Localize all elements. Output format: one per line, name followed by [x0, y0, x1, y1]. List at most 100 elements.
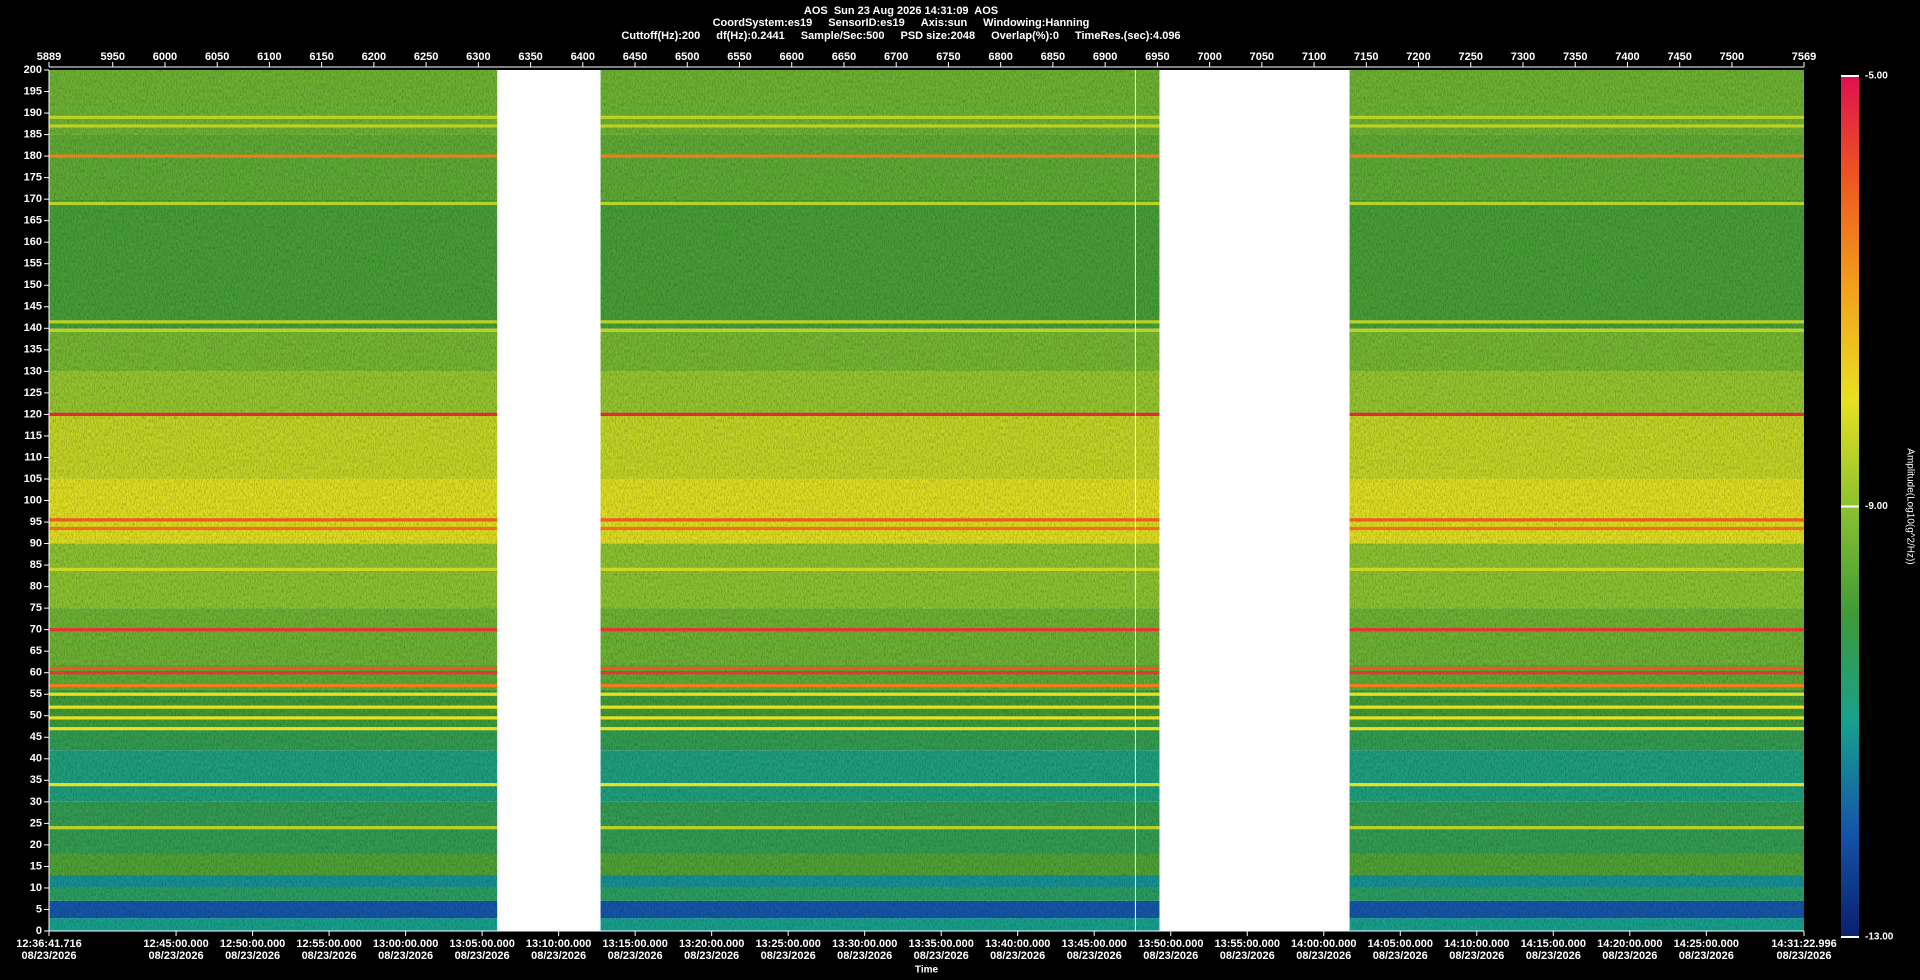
- x-tick-label: 7350: [1563, 51, 1587, 63]
- spectral-line: [49, 666, 498, 670]
- time-tick-date: 08/23/2026: [455, 950, 510, 962]
- time-tick-date: 08/23/2026: [837, 950, 892, 962]
- spectral-line: [600, 692, 1160, 696]
- y-tick-label: 65: [30, 645, 42, 657]
- time-tick-label: 12:36:41.716: [16, 938, 81, 950]
- spectral-line: [600, 526, 1160, 531]
- spectral-line: [49, 716, 498, 720]
- y-tick-label: 80: [30, 581, 42, 593]
- time-tick-date: 08/23/2026: [608, 950, 663, 962]
- y-tick-label: 190: [24, 107, 42, 119]
- spectral-line: [1349, 115, 1804, 119]
- time-tick-label: 14:25:00.000: [1674, 938, 1739, 950]
- time-tick-date: 08/23/2026: [302, 950, 357, 962]
- time-tick-label: 12:45:00.000: [143, 938, 208, 950]
- texture: [49, 70, 498, 931]
- x-tick-label: 6100: [257, 51, 281, 63]
- spectral-line: [600, 783, 1160, 787]
- time-tick-date: 08/23/2026: [1373, 950, 1428, 962]
- x-tick-label: 7150: [1354, 51, 1378, 63]
- y-tick-label: 50: [30, 710, 42, 722]
- info-item: Sample/Sec:500: [800, 30, 885, 42]
- colorbar-tick-label: -9.00: [1865, 501, 1888, 512]
- time-tick-label: 12:50:00.000: [220, 938, 285, 950]
- time-tick-date: 08/23/2026: [761, 950, 816, 962]
- y-tick-label: 110: [24, 451, 42, 463]
- time-tick-label: 13:40:00.000: [985, 938, 1050, 950]
- time-tick-date: 08/23/2026: [149, 950, 204, 962]
- y-tick-label: 195: [24, 85, 42, 97]
- x-tick-label: 6050: [205, 51, 229, 63]
- time-tick-label: 13:30:00.000: [832, 938, 897, 950]
- spectral-line: [600, 666, 1160, 670]
- spectral-line: [1349, 320, 1804, 324]
- y-tick-label: 60: [30, 667, 42, 679]
- y-tick-label: 15: [30, 860, 42, 872]
- time-tick-date: 08/23/2026: [990, 950, 1045, 962]
- spectral-line: [1349, 705, 1804, 709]
- time-tick-label: 14:05:00.000: [1368, 938, 1433, 950]
- time-axis-label: Time: [915, 965, 939, 976]
- spectral-line: [600, 671, 1160, 675]
- y-tick-label: 70: [30, 624, 42, 636]
- time-tick-date: 08/23/2026: [914, 950, 969, 962]
- spectral-line: [49, 412, 498, 416]
- title-line: AOS Sun 23 Aug 2026 14:31:09 AOS: [0, 5, 1802, 17]
- spectral-line: [49, 328, 498, 333]
- x-tick-label: 7500: [1720, 51, 1744, 63]
- spectral-line: [1349, 692, 1804, 696]
- time-tick-date: 08/23/2026: [1602, 950, 1657, 962]
- y-tick-label: 135: [24, 344, 42, 356]
- y-tick-label: 170: [24, 193, 42, 205]
- x-tick-label: 6750: [936, 51, 960, 63]
- x-tick-label: 7100: [1302, 51, 1326, 63]
- time-tick-label: 13:15:00.000: [602, 938, 667, 950]
- spectral-line: [49, 154, 498, 158]
- spectral-line: [600, 115, 1160, 119]
- spectral-line: [1349, 526, 1804, 531]
- time-tick-date: 08/23/2026: [1679, 950, 1734, 962]
- x-tick-label: 6950: [1145, 51, 1169, 63]
- time-tick-date: 08/23/2026: [1526, 950, 1581, 962]
- spectral-line: [600, 628, 1160, 632]
- y-tick-label: 160: [24, 236, 42, 248]
- spectral-line: [49, 567, 498, 571]
- spectral-line: [1349, 154, 1804, 158]
- y-tick-label: 115: [24, 430, 42, 442]
- y-tick-label: 175: [24, 172, 42, 184]
- time-tick-label: 13:25:00.000: [755, 938, 820, 950]
- spectral-line: [600, 518, 1160, 522]
- info-item: df(Hz):0.2441: [716, 30, 785, 42]
- spectral-line: [1349, 826, 1804, 830]
- subtitle-item: Windowing:Hanning: [983, 17, 1090, 29]
- y-tick-label: 25: [30, 817, 42, 829]
- time-tick-label: 13:45:00.000: [1061, 938, 1126, 950]
- spectral-line: [600, 826, 1160, 830]
- info-line: Cuttoff(Hz):200 df(Hz):0.2441 Sample/Sec:5…: [0, 30, 1802, 42]
- x-tick-label: 7200: [1406, 51, 1430, 63]
- y-tick-label: 20: [30, 839, 42, 851]
- spectral-line: [49, 201, 498, 206]
- y-tick-label: 140: [24, 322, 42, 334]
- spectral-line: [1349, 671, 1804, 675]
- time-tick-date: 08/23/2026: [1143, 950, 1198, 962]
- time-tick-label: 14:31:22.996: [1771, 938, 1836, 950]
- x-tick-label: 5950: [100, 51, 124, 63]
- x-tick-label: 6150: [309, 51, 333, 63]
- time-tick-label: 13:10:00.000: [526, 938, 591, 950]
- y-tick-label: 130: [24, 365, 42, 377]
- x-tick-label: 6700: [884, 51, 908, 63]
- x-tick-label: 6850: [1041, 51, 1065, 63]
- y-tick-label: 120: [24, 408, 42, 420]
- spectral-line: [1349, 727, 1804, 731]
- x-tick-label: 6600: [779, 51, 803, 63]
- y-tick-label: 95: [30, 516, 42, 528]
- chart-title: AOS Sun 23 Aug 2026 14:31:09 AOS: [803, 5, 999, 17]
- y-tick-label: 55: [30, 688, 42, 700]
- x-tick-label: 7250: [1459, 51, 1483, 63]
- info-item: Cuttoff(Hz):200: [621, 30, 701, 42]
- spectral-line: [1349, 518, 1804, 522]
- spectral-line: [1349, 716, 1804, 720]
- time-tick-date: 08/23/2026: [21, 950, 76, 962]
- time-tick-label: 14:10:00.000: [1444, 938, 1509, 950]
